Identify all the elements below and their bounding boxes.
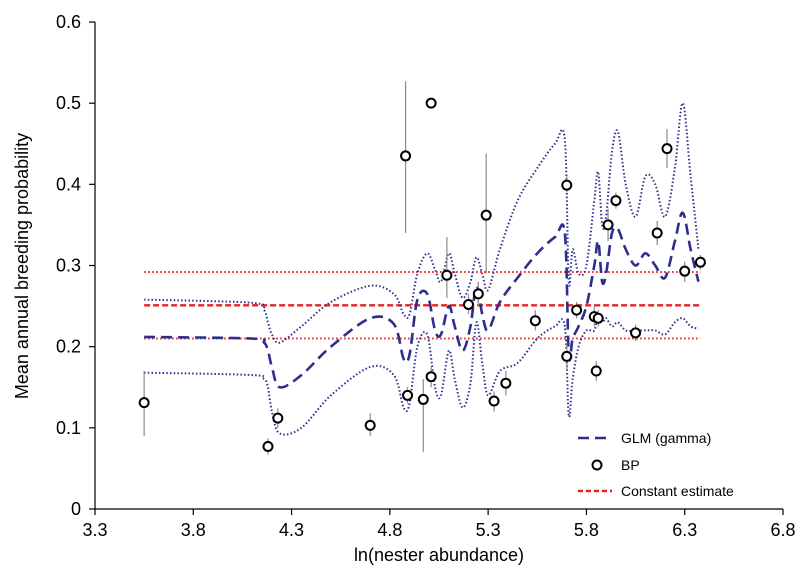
y-tick-label: 0.5 — [56, 93, 81, 113]
bp-point — [694, 256, 706, 268]
legend-constant-label: Constant estimate — [621, 483, 734, 499]
y-tick-label: 0.1 — [56, 418, 81, 438]
bp-point — [561, 179, 573, 191]
y-axis-title: Mean annual breeding probability — [12, 133, 32, 399]
bp-point — [417, 393, 429, 405]
bp-point — [480, 209, 492, 221]
bp-point — [138, 397, 150, 409]
bp-point — [462, 298, 474, 310]
x-axis-title: ln(nester abundance) — [354, 545, 524, 565]
bp-point — [400, 150, 412, 162]
bp-point — [364, 419, 376, 431]
y-tick-label: 0 — [71, 499, 81, 519]
bp-point — [425, 97, 437, 109]
bp-point — [630, 327, 642, 339]
bp-point — [679, 265, 691, 277]
bp-point — [500, 377, 512, 389]
plot-area — [138, 81, 706, 455]
bp-point — [610, 195, 622, 207]
ticks: 3.3 3.8 4.3 4.8 5.3 5.8 6.3 6.8 0 0.1 0.2 0.3 0.4 0.5… — [56, 12, 796, 540]
legend-glm-label: GLM (gamma) — [621, 430, 711, 446]
bp-point — [661, 143, 673, 155]
bp-point — [561, 350, 573, 362]
bp-point — [272, 412, 284, 424]
x-tick-label: 6.8 — [770, 520, 795, 540]
bp-point — [590, 365, 602, 377]
y-tick-label: 0.2 — [56, 337, 81, 357]
x-tick-label: 5.3 — [476, 520, 501, 540]
bp-point — [592, 312, 604, 324]
x-tick-label: 3.3 — [82, 520, 107, 540]
x-tick-label: 4.3 — [279, 520, 304, 540]
glm-upper-line — [144, 102, 700, 344]
x-tick-label: 4.8 — [377, 520, 402, 540]
bp-point — [472, 288, 484, 300]
y-tick-label: 0.4 — [56, 174, 81, 194]
x-tick-label: 5.8 — [574, 520, 599, 540]
bp-point — [602, 219, 614, 231]
bp-point — [425, 371, 437, 383]
x-tick-label: 6.3 — [672, 520, 697, 540]
legend-bp-swatch — [591, 459, 603, 471]
glm-lower-line — [144, 313, 699, 436]
bp-point — [441, 269, 453, 281]
bp-point — [651, 227, 663, 239]
bp-point — [262, 441, 274, 453]
y-tick-label: 0.6 — [56, 12, 81, 32]
y-tick-label: 0.3 — [56, 256, 81, 276]
legend: GLM (gamma) BP Constant estimate — [578, 430, 734, 499]
bp-point — [571, 304, 583, 316]
legend-bp-label: BP — [621, 457, 640, 473]
bp-point — [402, 389, 414, 401]
x-tick-label: 3.8 — [181, 520, 206, 540]
bp-point — [529, 315, 541, 327]
glm-gamma-line — [144, 211, 700, 389]
bp-point — [488, 395, 500, 407]
